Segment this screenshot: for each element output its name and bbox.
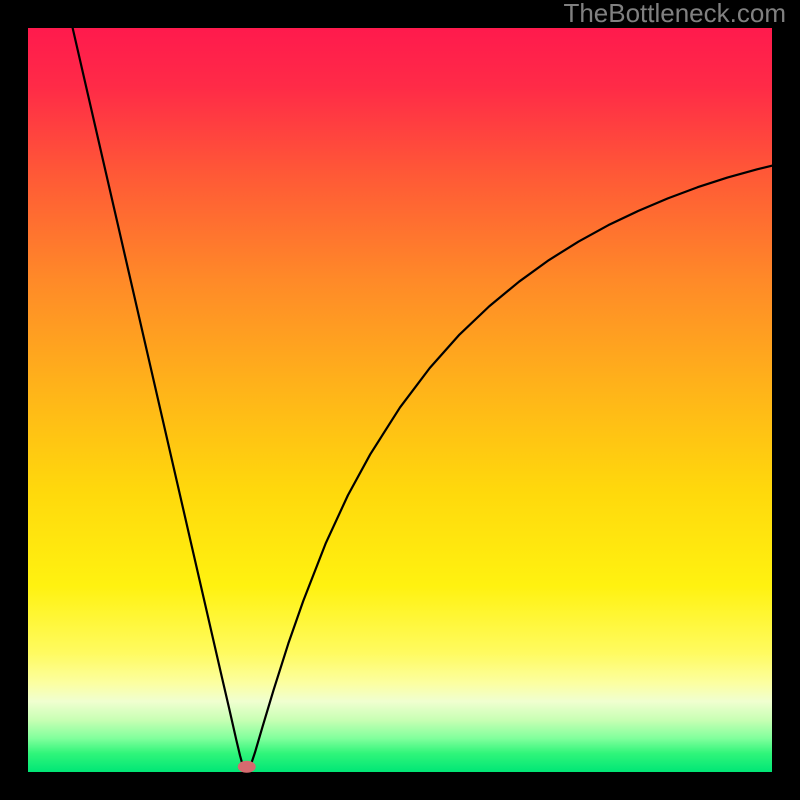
optimal-point-marker bbox=[238, 761, 256, 773]
watermark-text: TheBottleneck.com bbox=[563, 0, 786, 28]
plot-background-gradient bbox=[28, 28, 772, 772]
chart-root: TheBottleneck.com bbox=[0, 0, 800, 800]
bottleneck-chart: TheBottleneck.com bbox=[0, 0, 800, 800]
